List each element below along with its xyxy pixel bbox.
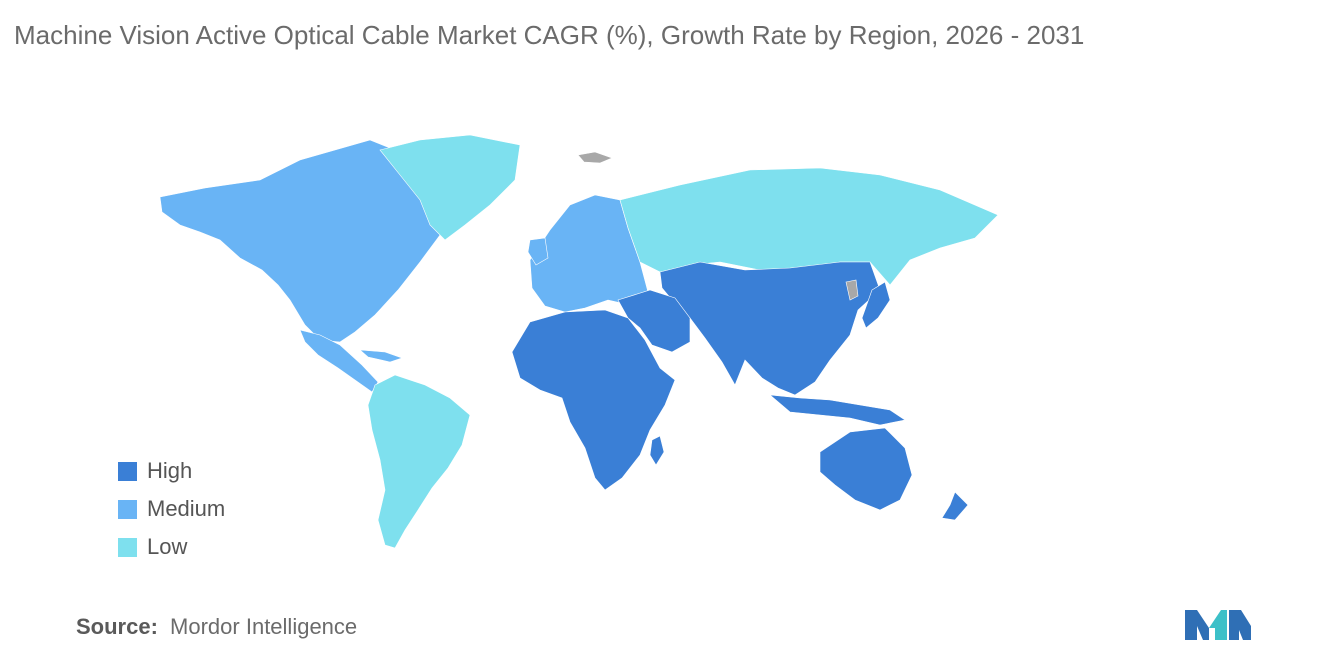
legend-label-low: Low bbox=[147, 534, 188, 559]
region-no-data-svalbard bbox=[577, 151, 613, 164]
region-new-zealand[interactable] bbox=[941, 491, 969, 521]
legend-swatch-medium bbox=[118, 499, 137, 519]
region-caribbean[interactable] bbox=[359, 349, 403, 363]
region-africa[interactable] bbox=[511, 309, 676, 491]
chart-title: Machine Vision Active Optical Cable Mark… bbox=[14, 20, 1085, 50]
region-central-america[interactable] bbox=[299, 329, 379, 393]
region-middle-east[interactable] bbox=[617, 289, 691, 353]
legend-item-medium: Medium bbox=[118, 490, 225, 528]
region-no-data-korea bbox=[845, 279, 859, 301]
region-madagascar[interactable] bbox=[649, 435, 665, 466]
source-label: Source: bbox=[76, 614, 158, 639]
region-north-america[interactable] bbox=[159, 139, 441, 343]
region-australia[interactable] bbox=[819, 427, 913, 511]
region-greenland[interactable] bbox=[379, 134, 521, 241]
legend-item-low: Low bbox=[118, 528, 225, 566]
map-legend: High Medium Low bbox=[118, 452, 225, 566]
legend-item-high: High bbox=[118, 452, 225, 490]
legend-label-medium: Medium bbox=[147, 496, 226, 521]
region-asia-pacific[interactable] bbox=[659, 261, 881, 396]
region-uk-ireland[interactable] bbox=[527, 237, 549, 266]
region-south-america[interactable] bbox=[367, 374, 471, 549]
source-line: Source: Mordor Intelligence bbox=[76, 614, 357, 640]
region-japan[interactable] bbox=[861, 281, 891, 329]
legend-swatch-high bbox=[118, 461, 137, 481]
mordor-intelligence-logo-icon bbox=[1185, 610, 1251, 640]
region-southeast-asia-islands[interactable] bbox=[769, 394, 906, 426]
legend-swatch-low bbox=[118, 537, 137, 557]
legend-label-high: High bbox=[147, 458, 193, 483]
source-value: Mordor Intelligence bbox=[170, 614, 358, 639]
